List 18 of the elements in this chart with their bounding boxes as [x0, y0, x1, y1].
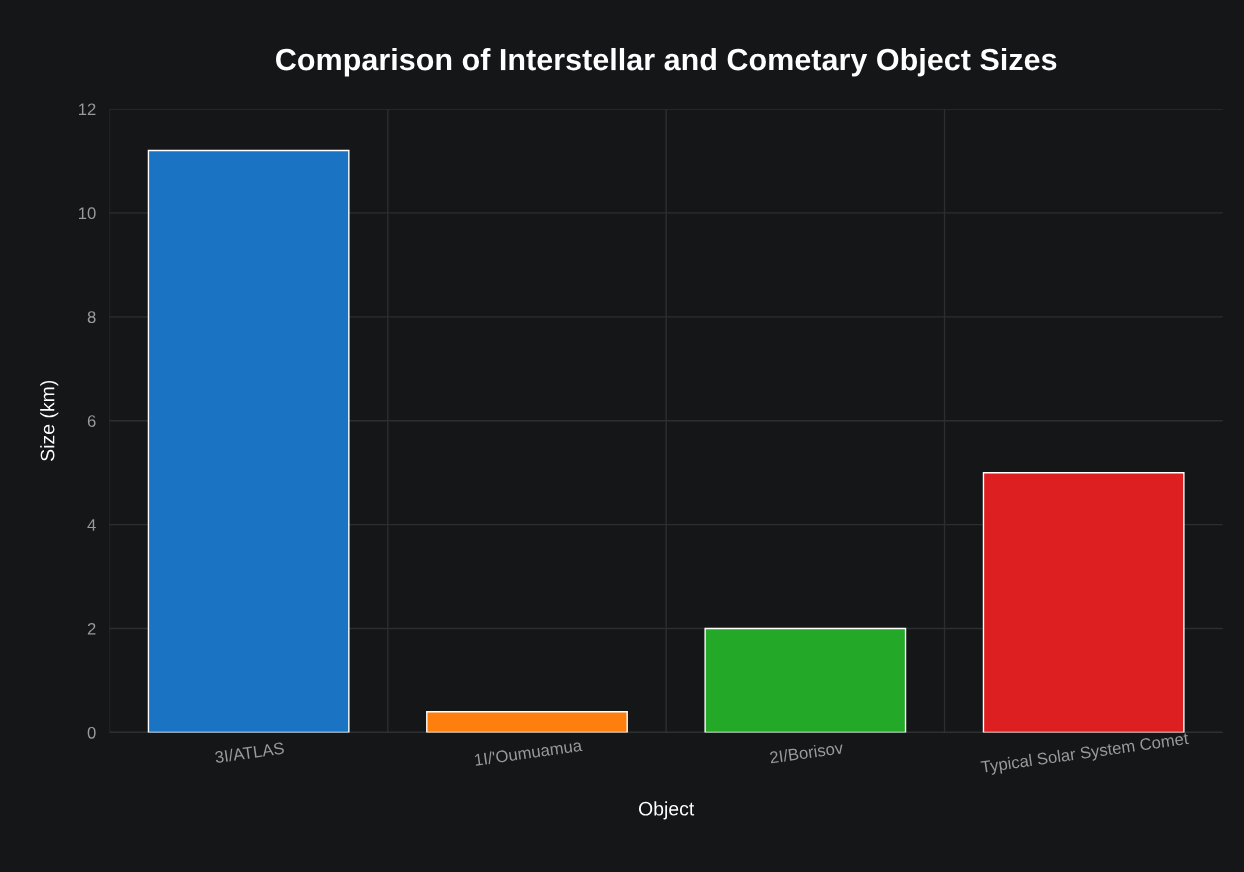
bar [704, 627, 907, 733]
bar [147, 149, 350, 733]
y-axis-title: Size (km) [40, 380, 59, 461]
y-tick-label: 8 [87, 311, 96, 324]
x-axis-title: Object [638, 801, 695, 820]
bar [426, 711, 628, 733]
y-tick-label: 2 [87, 622, 96, 635]
y-tick-label: 10 [79, 207, 96, 220]
y-tick-label: 12 [79, 103, 96, 116]
chart-title: Comparison of Interstellar and Cometary Object Sizes [276, 47, 1057, 77]
bar [982, 472, 1185, 733]
y-tick-label: 6 [87, 415, 96, 427]
x-tick-label: 1I/'Oumuamua [474, 738, 583, 766]
y-tick-label: 4 [87, 519, 96, 531]
y-tick-label: 0 [87, 726, 96, 739]
x-tick-label: 3I/ATLAS [214, 741, 285, 764]
x-tick-label: 2I/Borisov [769, 741, 844, 764]
x-tick-label: Typical Solar System Comet [980, 731, 1190, 777]
